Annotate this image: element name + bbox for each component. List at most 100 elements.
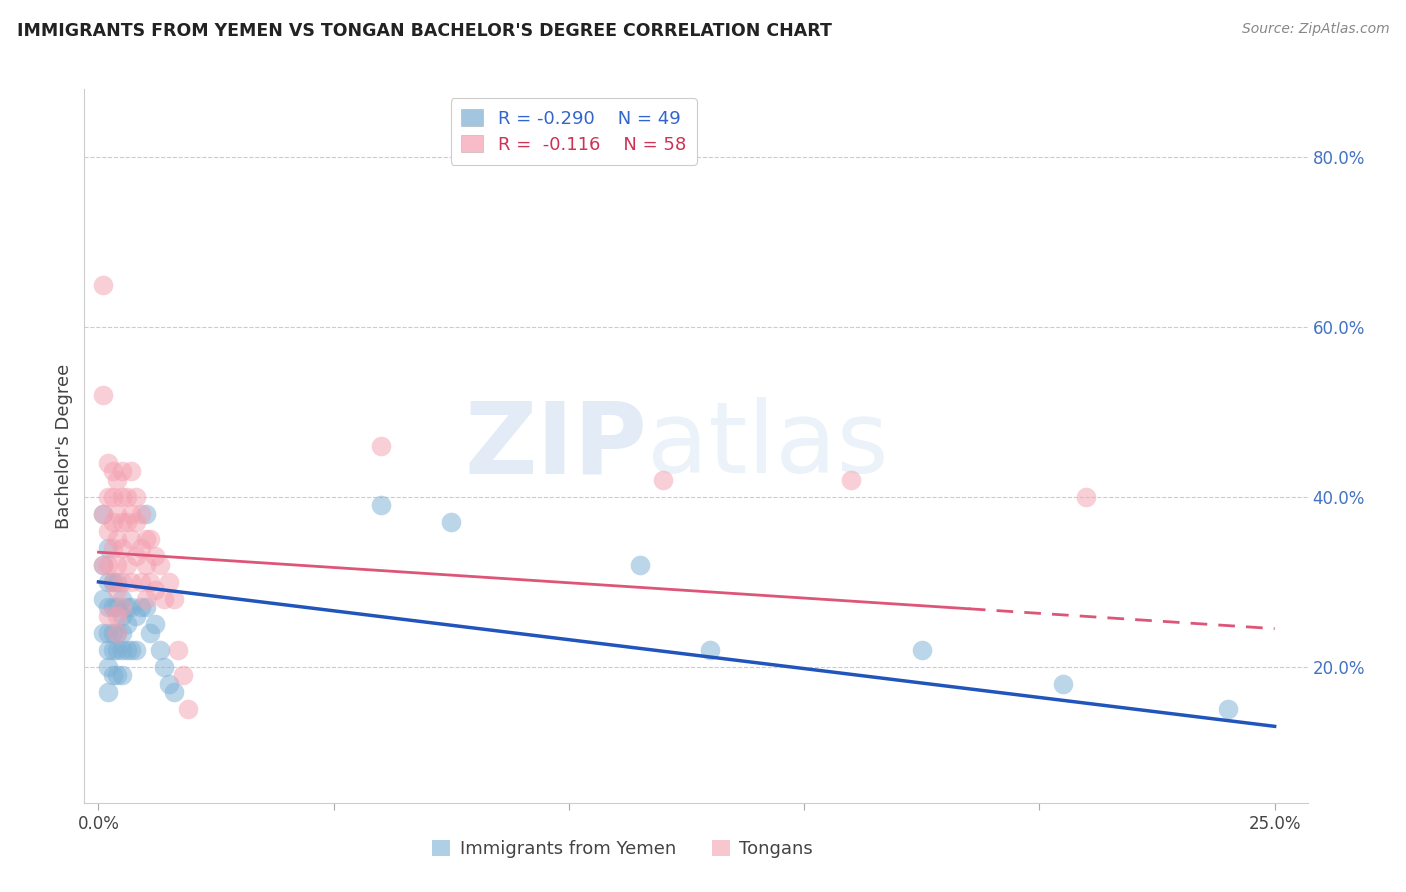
Point <box>167 643 190 657</box>
Point <box>111 600 134 615</box>
Point <box>97 608 120 623</box>
Point <box>111 516 134 530</box>
Point <box>129 541 152 555</box>
Point <box>101 541 124 555</box>
Point <box>139 533 162 547</box>
Point <box>120 533 142 547</box>
Point <box>105 668 128 682</box>
Point <box>111 668 134 682</box>
Point <box>101 574 124 589</box>
Point <box>91 558 114 572</box>
Point <box>97 541 120 555</box>
Point <box>115 600 138 615</box>
Point <box>111 574 134 589</box>
Point <box>105 626 128 640</box>
Point <box>97 490 120 504</box>
Point <box>1076 490 1098 504</box>
Point <box>125 608 148 623</box>
Point <box>97 643 120 657</box>
Point <box>135 558 157 572</box>
Point <box>97 626 120 640</box>
Y-axis label: Bachelor's Degree: Bachelor's Degree <box>55 363 73 529</box>
Point <box>101 490 124 504</box>
Point <box>111 591 134 606</box>
Point <box>149 643 172 657</box>
Point <box>699 643 721 657</box>
Point <box>91 388 114 402</box>
Point <box>139 574 162 589</box>
Point <box>120 507 142 521</box>
Point <box>125 490 148 504</box>
Point <box>157 574 180 589</box>
Point <box>97 660 120 674</box>
Point <box>111 626 134 640</box>
Point <box>111 643 134 657</box>
Point <box>115 516 138 530</box>
Point <box>101 574 124 589</box>
Point <box>111 465 134 479</box>
Point <box>120 574 142 589</box>
Text: Source: ZipAtlas.com: Source: ZipAtlas.com <box>1241 22 1389 37</box>
Point <box>105 558 128 572</box>
Point <box>153 591 176 606</box>
Point <box>139 626 162 640</box>
Point <box>97 600 120 615</box>
Point <box>120 600 142 615</box>
Point <box>129 600 152 615</box>
Point <box>101 626 124 640</box>
Point <box>97 558 120 572</box>
Point <box>135 507 157 521</box>
Point <box>125 516 148 530</box>
Point <box>149 558 172 572</box>
Point <box>143 549 166 564</box>
Text: atlas: atlas <box>647 398 889 494</box>
Point <box>172 668 194 682</box>
Point <box>1216 702 1239 716</box>
Point <box>111 490 134 504</box>
Point <box>370 499 392 513</box>
Point <box>105 626 128 640</box>
Point <box>105 643 128 657</box>
Point <box>370 439 392 453</box>
Point <box>91 277 114 292</box>
Point <box>105 608 128 623</box>
Point <box>120 643 142 657</box>
Point <box>111 541 134 555</box>
Point <box>628 558 651 572</box>
Point <box>125 549 148 564</box>
Point <box>911 643 934 657</box>
Text: IMMIGRANTS FROM YEMEN VS TONGAN BACHELOR'S DEGREE CORRELATION CHART: IMMIGRANTS FROM YEMEN VS TONGAN BACHELOR… <box>17 22 832 40</box>
Point <box>143 583 166 598</box>
Point <box>91 507 114 521</box>
Point <box>97 574 120 589</box>
Point <box>91 591 114 606</box>
Point <box>1052 677 1074 691</box>
Text: ZIP: ZIP <box>464 398 647 494</box>
Point <box>91 558 114 572</box>
Point <box>105 574 128 589</box>
Point <box>97 685 120 699</box>
Point <box>105 583 128 598</box>
Point <box>157 677 180 691</box>
Point <box>105 533 128 547</box>
Point <box>120 465 142 479</box>
Point <box>97 524 120 538</box>
Point <box>101 668 124 682</box>
Point <box>839 473 862 487</box>
Point <box>101 516 124 530</box>
Point <box>652 473 675 487</box>
Point <box>115 490 138 504</box>
Point <box>115 617 138 632</box>
Point <box>143 617 166 632</box>
Point <box>101 600 124 615</box>
Point <box>97 456 120 470</box>
Point <box>135 591 157 606</box>
Point <box>153 660 176 674</box>
Point <box>105 600 128 615</box>
Point <box>163 685 186 699</box>
Point <box>125 643 148 657</box>
Point <box>135 600 157 615</box>
Point <box>105 507 128 521</box>
Point <box>129 507 152 521</box>
Point <box>115 643 138 657</box>
